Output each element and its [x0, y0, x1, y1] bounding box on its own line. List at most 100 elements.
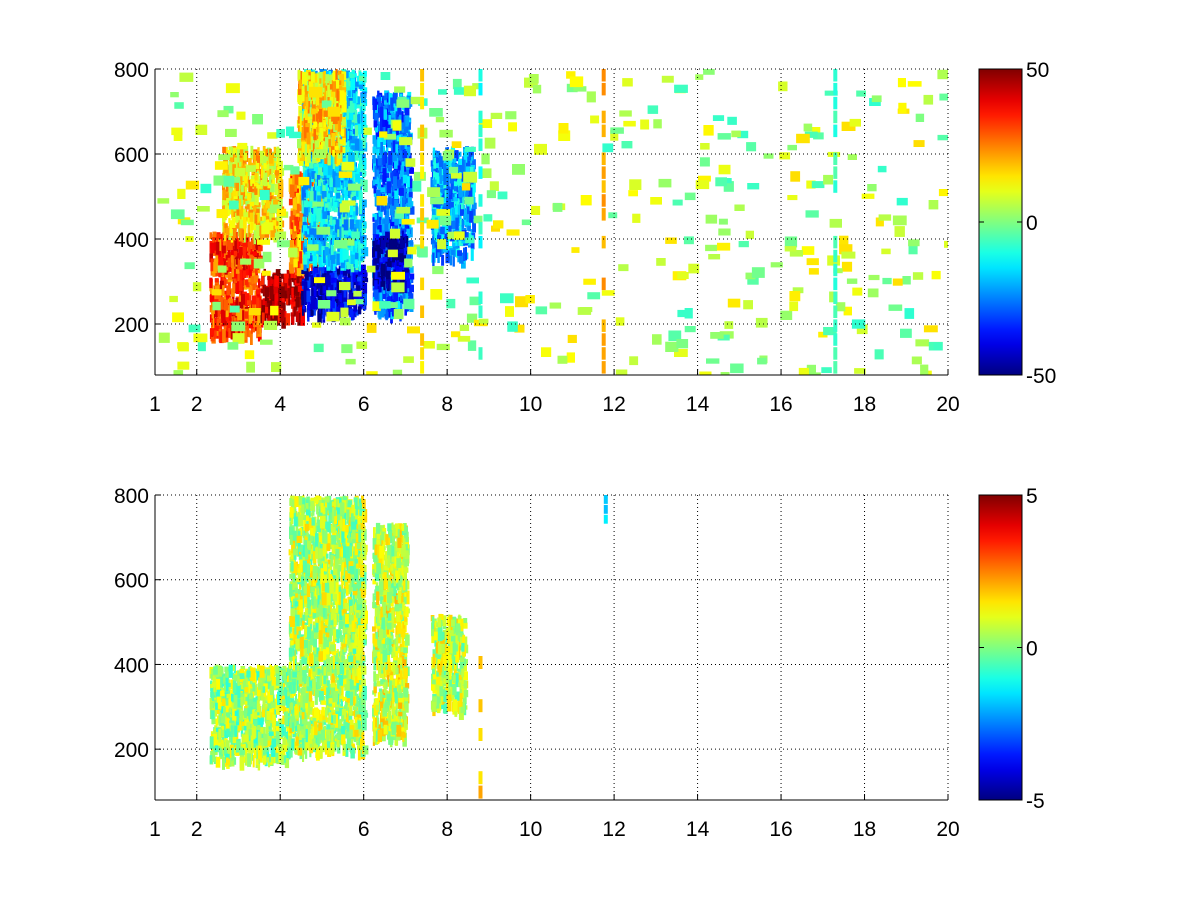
heatmap-cell	[404, 198, 410, 203]
heatmap-cell	[218, 256, 224, 265]
heatmap-cell	[355, 173, 361, 182]
heatmap-cell	[332, 230, 336, 235]
heatmap-cell	[334, 150, 338, 164]
heatmap-cell	[345, 155, 349, 165]
heatmap-cell	[400, 176, 403, 184]
heatmap-cell	[250, 328, 253, 334]
heatmap-cell	[356, 190, 359, 197]
heatmap-cell	[314, 205, 317, 214]
heatmap-cell	[280, 168, 285, 176]
heatmap-cell	[321, 182, 327, 194]
heatmap-cell	[256, 289, 260, 295]
heatmap-cell	[360, 208, 365, 216]
heatmap-cell	[229, 220, 233, 234]
heatmap-cell	[326, 270, 332, 276]
heatmap-cell	[239, 296, 242, 303]
heatmap-cell	[317, 195, 322, 208]
heatmap-cell	[357, 113, 361, 124]
heatmap-cell	[362, 164, 366, 178]
heatmap-cell	[265, 148, 269, 161]
heatmap-cell	[404, 280, 407, 294]
heatmap-cell	[377, 179, 382, 190]
heatmap-cell	[355, 220, 360, 233]
heatmap-cell	[303, 247, 308, 252]
heatmap-cell	[390, 170, 394, 185]
heatmap-cell	[347, 269, 352, 274]
heatmap-cell	[331, 260, 336, 271]
heatmap-cell	[273, 286, 279, 295]
heatmap-cell	[387, 193, 391, 198]
heatmap-cell	[361, 153, 366, 165]
heatmap-cell	[337, 133, 340, 143]
heatmap-cell	[236, 220, 240, 229]
heatmap-cell	[325, 126, 328, 136]
heatmap-cell	[238, 198, 242, 210]
heatmap-cell	[278, 189, 283, 199]
heatmap-cell	[299, 225, 302, 237]
heatmap-cell	[332, 302, 336, 315]
heatmap-cell	[214, 317, 219, 331]
heatmap-cell	[294, 216, 299, 231]
heatmap-cell	[256, 208, 260, 213]
heatmap-cell	[255, 316, 258, 322]
heatmap-cell	[311, 208, 314, 214]
heatmap-cell	[384, 103, 387, 115]
heatmap-cell	[409, 167, 414, 174]
heatmap-cell	[361, 103, 366, 112]
heatmap-cell	[226, 205, 230, 216]
heatmap-cell	[247, 193, 252, 201]
heatmap-cell	[298, 79, 302, 89]
heatmap-cell	[269, 174, 275, 187]
heatmap-cell	[266, 147, 271, 161]
heatmap-cell	[385, 231, 390, 243]
heatmap-cell	[260, 216, 265, 225]
heatmap-cell	[318, 266, 321, 278]
heatmap-cell	[269, 195, 273, 202]
heatmap-cell	[322, 198, 325, 205]
heatmap-cell	[235, 297, 239, 311]
heatmap-cell	[225, 316, 230, 322]
heatmap-cell	[241, 185, 244, 192]
heatmap-cell	[340, 145, 343, 153]
heatmap-cell	[372, 217, 375, 222]
heatmap-cell	[379, 208, 383, 223]
heatmap-cell	[293, 225, 297, 232]
heatmap-cell	[402, 151, 407, 159]
heatmap-cell	[378, 279, 382, 293]
heatmap-cell	[211, 319, 214, 329]
heatmap-cell	[374, 280, 378, 290]
heatmap-cell	[407, 197, 412, 208]
heatmap-cell	[299, 212, 303, 222]
heatmap-cell	[244, 279, 248, 286]
heatmap-cell	[398, 245, 402, 251]
heatmap-cell	[292, 295, 295, 302]
heatmap-cell	[274, 314, 278, 327]
heatmap-cell	[247, 293, 252, 305]
heatmap-cell	[238, 228, 244, 242]
heatmap-cell	[270, 229, 275, 238]
heatmap-cell	[284, 279, 289, 291]
heatmap-cell	[362, 179, 368, 193]
heatmap-cell	[386, 250, 389, 258]
heatmap-cell	[228, 146, 233, 158]
heatmap-cell	[325, 113, 328, 123]
heatmap-cell	[236, 148, 240, 163]
heatmap-cell	[359, 98, 362, 107]
heatmap-cell	[277, 193, 280, 199]
heatmap-cell	[309, 228, 314, 235]
heatmap-cell	[384, 261, 387, 268]
heatmap-cell	[264, 287, 270, 297]
heatmap-cell	[386, 181, 391, 194]
heatmap-cell	[245, 201, 249, 207]
heatmap-cell	[346, 111, 349, 119]
heatmap-cell	[223, 278, 227, 289]
heatmap-cell	[323, 110, 329, 117]
heatmap-cell	[382, 256, 388, 262]
heatmap-cell	[289, 240, 294, 248]
heatmap-cell	[221, 309, 226, 323]
heatmap-cell	[305, 97, 309, 110]
heatmap-cell	[255, 264, 258, 274]
heatmap-cell	[380, 142, 383, 155]
heatmap-cell	[396, 301, 401, 309]
heatmap-cell	[328, 190, 333, 198]
